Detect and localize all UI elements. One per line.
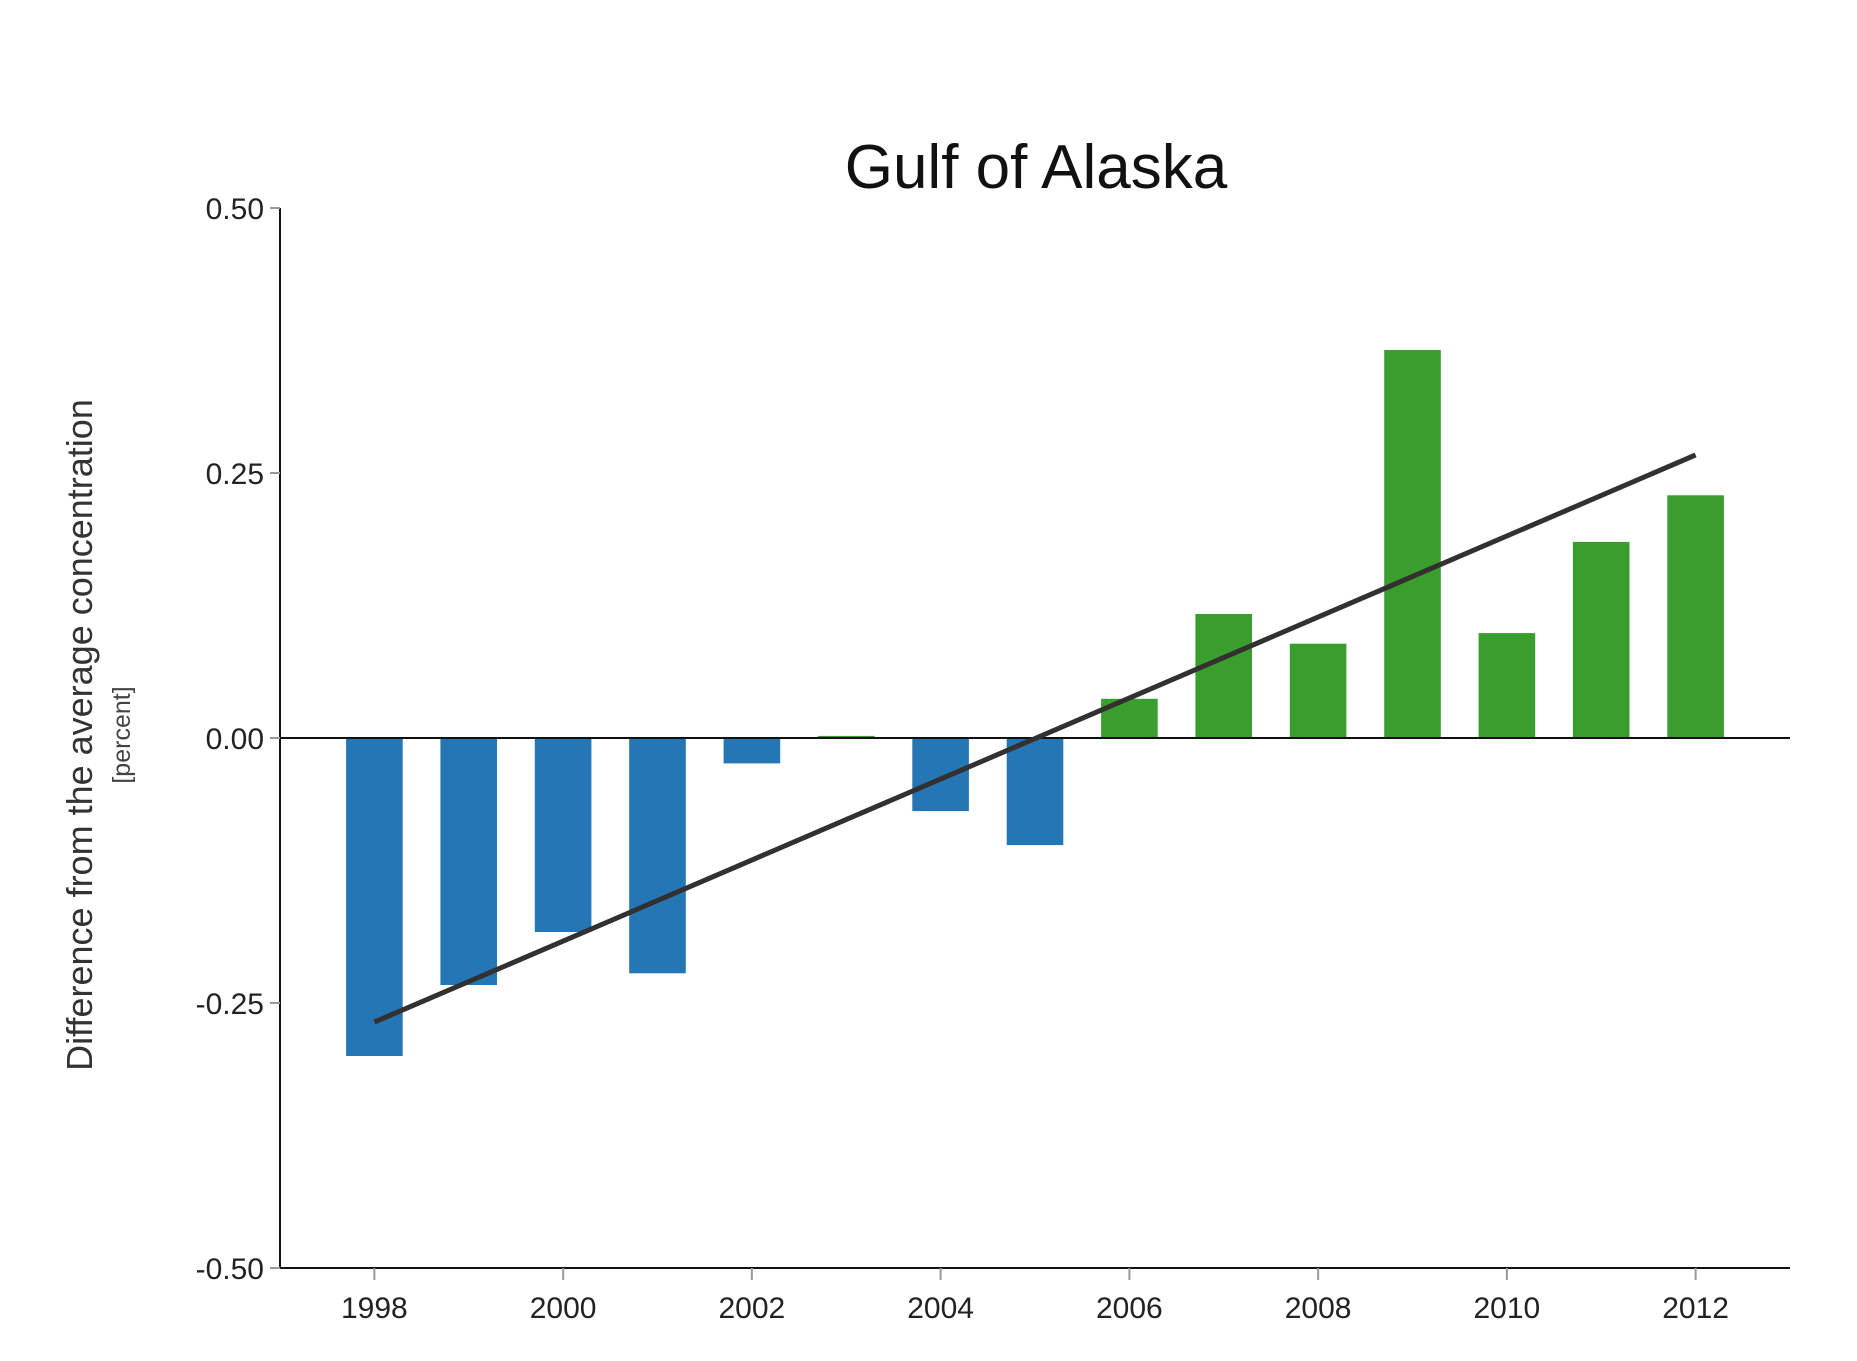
bar-2000 [534, 738, 592, 932]
bar-2012 [1667, 495, 1724, 738]
bar-2003 [817, 735, 875, 738]
x-tick-label: 2002 [719, 1292, 786, 1325]
y-tick-label: -0.50 [196, 1253, 264, 1286]
bar-1999 [440, 738, 497, 985]
y-axis-label: Difference from the average concentratio… [59, 399, 100, 1071]
bars-layer [346, 350, 1724, 1056]
bar-2004 [912, 738, 969, 812]
y-tick-label: 0.00 [206, 723, 264, 756]
chart-title: Gulf of Alaska [845, 133, 1228, 202]
y-tick-label: 0.50 [206, 193, 264, 226]
x-tick-label: 2004 [907, 1292, 974, 1325]
bar-2011 [1572, 541, 1630, 738]
trend-layer [373, 452, 1697, 1025]
x-tick-label: 2010 [1474, 1292, 1541, 1325]
x-tick-label: 2006 [1096, 1292, 1163, 1325]
bar-2005 [1006, 738, 1064, 846]
y-tick-label: 0.25 [206, 458, 264, 491]
bar-2002 [723, 738, 781, 764]
bar-2001 [629, 738, 686, 974]
bar-2009 [1384, 350, 1441, 738]
axes-layer: 0.50 0.25 0.00 -0.25 -0.50 1998 2000 2002 2004 20… [196, 193, 1790, 1325]
y-axis-unit: [percent] [108, 686, 136, 783]
bar-1998 [346, 738, 403, 1056]
trend-line [373, 452, 1697, 1025]
x-tick-label: 2012 [1662, 1292, 1729, 1325]
x-tick-label: 2008 [1285, 1292, 1352, 1325]
bar-2010 [1478, 633, 1536, 738]
bar-2007 [1195, 614, 1252, 738]
bar-2008 [1289, 643, 1347, 738]
x-tick-label: 1998 [341, 1292, 408, 1325]
x-tick-label: 2000 [530, 1292, 597, 1325]
y-tick-label: -0.25 [196, 988, 264, 1021]
